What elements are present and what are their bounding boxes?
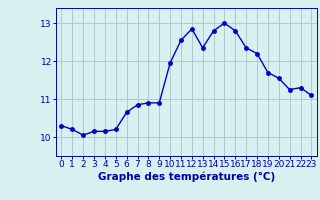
X-axis label: Graphe des températures (°C): Graphe des températures (°C) — [98, 172, 275, 182]
